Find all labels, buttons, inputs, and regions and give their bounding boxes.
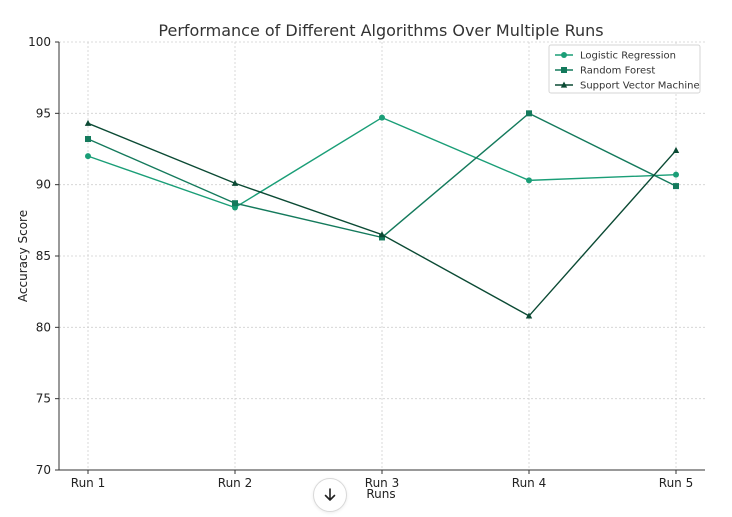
legend-label: Random Forest (580, 66, 655, 77)
data-point-logistic-regression (673, 171, 679, 178)
grid-lines (59, 41, 705, 471)
legend-label: Logistic Regression (580, 51, 676, 62)
data-point-random-forest (673, 183, 679, 190)
y-tick-label: 95 (36, 106, 51, 120)
x-tick-label: Run 2 (218, 476, 252, 490)
legend-item-support-vector-machine: Support Vector Machine (555, 81, 700, 92)
y-tick-label: 80 (36, 320, 51, 334)
legend-item-logistic-regression: Logistic Regression (555, 51, 676, 62)
x-axis-label: Runs (366, 487, 395, 501)
series-lines (84, 110, 680, 319)
data-point-support-vector-machine (84, 119, 92, 126)
data-point-random-forest (379, 234, 385, 241)
y-axis-label: Accuracy Score (16, 210, 30, 302)
data-point-random-forest (526, 110, 532, 117)
series-random-forest (85, 110, 679, 241)
series-support-vector-machine (84, 119, 680, 319)
arrow-down-icon (324, 488, 336, 501)
data-point-support-vector-machine (672, 146, 680, 154)
tick-labels: 70 75 80 85 90 95 100 Run 1 Run 2 Run 3 Run 4 Run 5 (28, 35, 693, 490)
chart-title: Performance of Different Algorithms Over… (158, 21, 603, 40)
legend: Logistic Regression Random Forest Support … (548, 44, 701, 94)
legend-swatch-marker (560, 81, 568, 88)
data-point-support-vector-machine (231, 179, 239, 186)
data-point-logistic-regression (526, 177, 532, 184)
x-tick-label: Run 3 (365, 476, 399, 490)
axes (55, 41, 705, 474)
y-tick-label: 70 (36, 463, 51, 477)
data-point-support-vector-machine (378, 231, 386, 238)
legend-swatch-marker (561, 52, 567, 58)
legend-label: Support Vector Machine (580, 81, 700, 92)
series-logistic-regression (85, 114, 679, 211)
y-tick-label: 100 (28, 35, 51, 49)
data-point-random-forest (85, 136, 91, 143)
x-tick-label: Run 5 (659, 476, 693, 490)
data-point-logistic-regression (85, 153, 91, 160)
scroll-down-button[interactable] (313, 478, 347, 512)
x-tick-label: Run 1 (71, 476, 105, 490)
legend-item-random-forest: Random Forest (555, 66, 655, 77)
x-tick-label: Run 4 (512, 476, 546, 490)
legend-box (548, 44, 701, 94)
data-point-support-vector-machine (525, 312, 533, 319)
data-point-logistic-regression (379, 114, 385, 121)
y-tick-label: 75 (36, 392, 51, 406)
y-tick-label: 85 (36, 249, 51, 263)
data-point-random-forest (232, 200, 238, 207)
legend-swatch-marker (561, 67, 567, 73)
y-tick-label: 90 (36, 178, 51, 192)
